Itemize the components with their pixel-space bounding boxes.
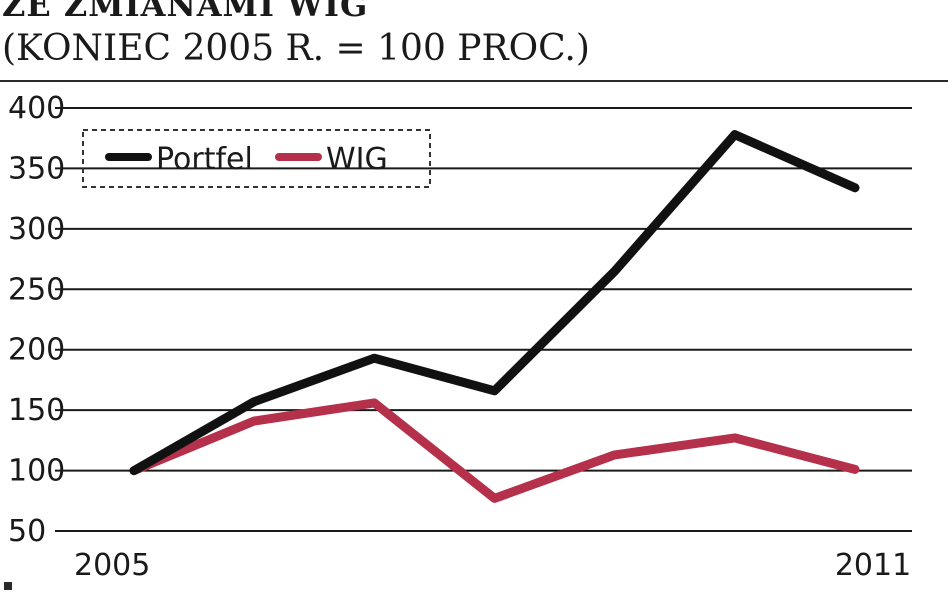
legend-label-wig: WIG — [326, 142, 388, 177]
y-tick-label: 100 — [8, 454, 65, 489]
chart-title-line-1: ZE ZMIANAMI WIG — [2, 0, 369, 24]
legend: Portfel WIG — [82, 129, 431, 188]
chart-title-line-2: (KONIEC 2005 R. = 100 PROC.) — [2, 28, 590, 69]
series-line-wig — [129, 398, 860, 503]
header-divider — [0, 80, 948, 82]
footer-fragment — [4, 582, 12, 590]
y-tick-label: 400 — [8, 91, 65, 126]
y-tick-label: 150 — [8, 393, 65, 428]
x-tick-label: 2005 — [74, 548, 150, 583]
y-axis-ticks: 50 100 150 200 250 300 350 400 — [8, 91, 65, 549]
x-tick-label: 2011 — [835, 548, 911, 583]
y-tick-label: 50 — [8, 514, 46, 549]
gridlines — [55, 107, 912, 532]
legend-label-portfel: Portfel — [156, 142, 253, 177]
data-series — [129, 130, 860, 503]
y-tick-label: 350 — [8, 151, 65, 186]
y-tick-label: 250 — [8, 272, 65, 307]
legend-box — [82, 129, 431, 188]
y-tick-label: 300 — [8, 212, 65, 247]
series-line-portfel — [129, 130, 860, 476]
x-axis-ticks: 2005 2011 — [74, 548, 911, 583]
y-tick-label: 200 — [8, 333, 65, 368]
